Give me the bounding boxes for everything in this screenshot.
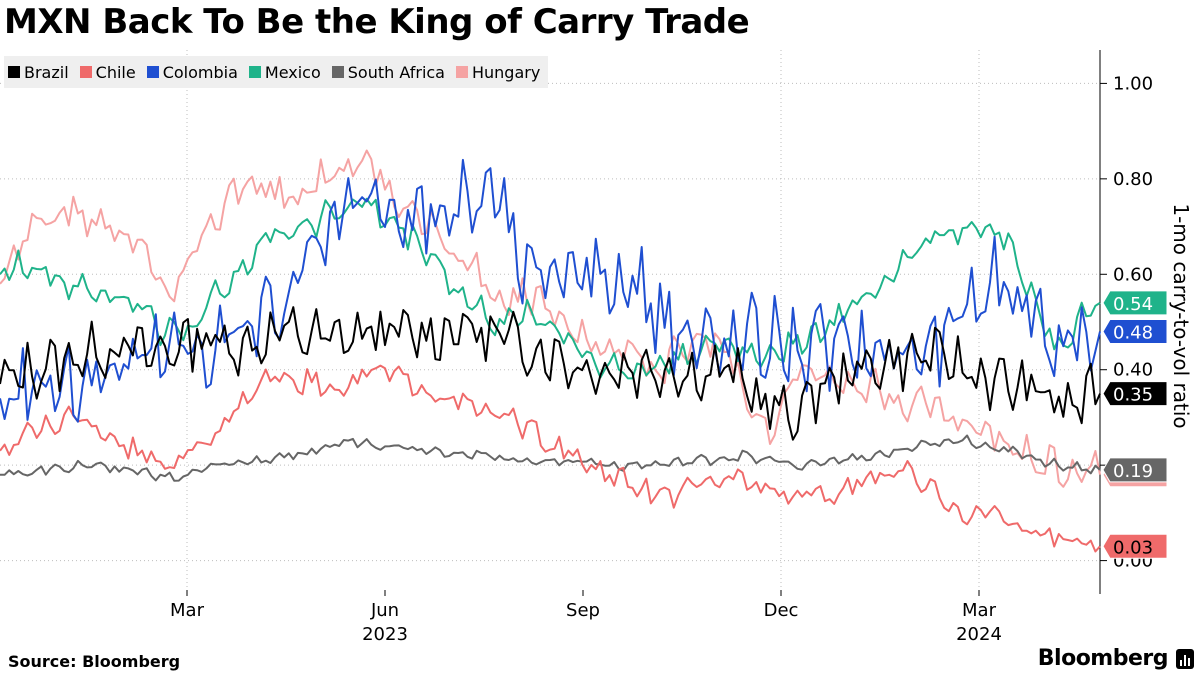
legend-item-hungary: Hungary: [455, 62, 541, 82]
y-tick-label: 1.00: [1113, 73, 1153, 94]
legend-item-brazil: Brazil: [8, 63, 69, 82]
end-value-tag-box: [1102, 319, 1168, 345]
chart-legend: Brazil Chile Colombia Mexico South Africa Hun…: [4, 56, 549, 88]
legend-label: Chile: [95, 62, 136, 82]
legend-item-mexico: Mexico: [248, 62, 321, 82]
legend-label: Hungary: [471, 62, 541, 82]
x-tick-label: Sep: [566, 600, 600, 621]
y-tick-label: 0.40: [1113, 360, 1153, 381]
bloomberg-logo: Bloomberg: [1037, 646, 1169, 671]
legend-label: South Africa: [347, 62, 445, 82]
legend-swatch: [146, 66, 159, 78]
legend-swatch: [8, 66, 20, 78]
source-note: Source: Bloomberg: [8, 652, 181, 671]
end-value-tag-box: [1102, 533, 1168, 559]
legend-label: Mexico: [264, 62, 321, 82]
legend-label: Colombia: [162, 62, 238, 82]
x-tick-label: Mar: [962, 600, 997, 621]
legend-item-colombia: Colombia: [146, 62, 238, 82]
x-tick-label: Jun: [370, 600, 399, 621]
series-line-south-africa: [0, 434, 1101, 482]
end-value-tag-mexico: 0.54: [1102, 290, 1168, 316]
bloomberg-terminal-icon: [1176, 649, 1194, 669]
legend-swatch: [248, 66, 261, 78]
series-line-chile: [0, 364, 1101, 553]
legend-item-chile: Chile: [79, 62, 136, 82]
series-line-mexico: [0, 197, 1101, 380]
end-value-label: 0.54: [1113, 294, 1153, 315]
legend-swatch: [331, 66, 344, 78]
chart-title: MXN Back To Be the King of Carry Trade: [4, 2, 750, 42]
x-year-label: 2023: [362, 624, 408, 645]
end-value-label: 0.03: [1113, 537, 1153, 558]
legend-label: Brazil: [24, 62, 69, 82]
x-tick-label: Mar: [170, 600, 205, 621]
end-value-tag-colombia: 0.48: [1102, 319, 1168, 345]
x-tick-label: Dec: [764, 600, 799, 621]
y-tick-label: 0.60: [1113, 264, 1153, 285]
x-year-label: 2024: [956, 624, 1002, 645]
y-tick-label: 0.80: [1113, 169, 1153, 190]
end-value-label: 0.19: [1113, 461, 1153, 482]
series-line-hungary: [0, 149, 1101, 488]
y-axis-title: 1-mo carry-to-vol ratio: [1169, 203, 1193, 428]
end-value-label: 0.48: [1113, 323, 1153, 344]
end-value-tag-brazil: 0.35: [1102, 381, 1168, 407]
end-value-tag-box: [1102, 290, 1168, 316]
legend-swatch: [455, 66, 468, 78]
series-line-colombia: [0, 158, 1101, 423]
end-value-label: 0.35: [1113, 385, 1153, 406]
legend-item-south-africa: South Africa: [331, 62, 445, 82]
legend-swatch: [79, 66, 92, 78]
end-value-tag-box: [1102, 457, 1168, 483]
series-line-brazil: [0, 306, 1101, 441]
end-value-tag-chile: 0.03: [1102, 533, 1168, 559]
end-value-tag-box: [1102, 381, 1168, 407]
end-value-tag-south-africa: 0.19: [1102, 457, 1168, 483]
